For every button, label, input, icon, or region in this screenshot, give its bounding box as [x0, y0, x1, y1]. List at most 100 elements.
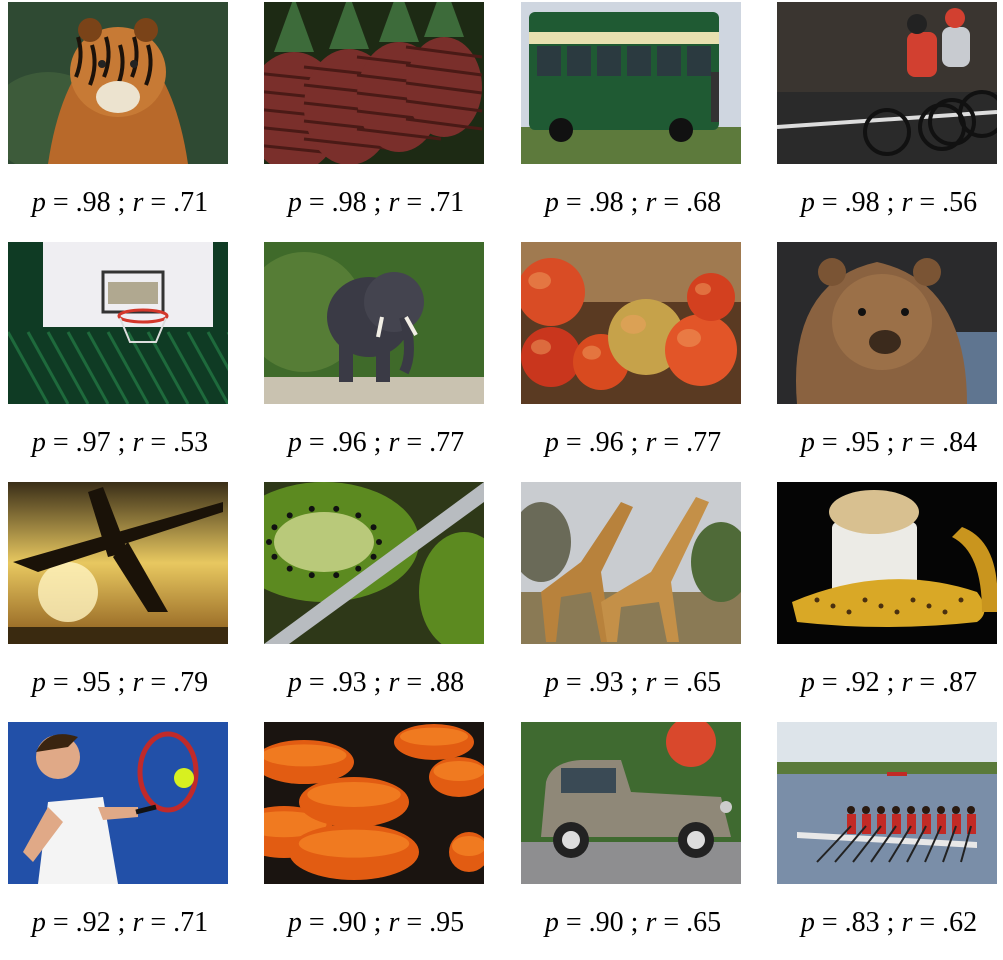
recall-value: .65	[686, 907, 722, 938]
score-caption: p = .93 ; r = .88	[287, 667, 465, 698]
thumbnail-image	[521, 2, 741, 164]
thumbnail-image	[777, 242, 997, 404]
recall-value: .71	[173, 187, 209, 218]
recall-symbol: r	[901, 907, 913, 938]
thumbnail-image	[8, 242, 228, 404]
recall-symbol: r	[901, 187, 913, 218]
recall-value: .65	[686, 667, 722, 698]
thumbnail-image	[777, 722, 997, 884]
recall-symbol: r	[132, 427, 144, 458]
precision-value: .90	[588, 907, 624, 938]
thumbnail-image	[521, 242, 741, 404]
thumbnail-image	[521, 482, 741, 644]
recall-value: .77	[429, 427, 465, 458]
recall-symbol: r	[132, 187, 144, 218]
result-cell: p = .98 ; r = .71	[0, 0, 240, 240]
result-cell: p = .97 ; r = .53	[0, 240, 240, 480]
score-caption: p = .92 ; r = .87	[800, 667, 978, 698]
result-cell: p = .98 ; r = .71	[256, 0, 496, 240]
score-caption: p = .95 ; r = .84	[800, 427, 978, 458]
score-caption: p = .83 ; r = .62	[800, 907, 978, 938]
precision-symbol: p	[544, 667, 559, 698]
thumbnail-image	[777, 482, 997, 644]
thumbnail-image	[8, 2, 228, 164]
precision-value: .96	[588, 427, 624, 458]
precision-symbol: p	[287, 427, 302, 458]
recall-symbol: r	[901, 667, 913, 698]
recall-symbol: r	[388, 187, 400, 218]
precision-value: .93	[588, 667, 624, 698]
recall-value: .68	[686, 187, 722, 218]
recall-value: .95	[429, 907, 465, 938]
recall-value: .56	[942, 187, 978, 218]
precision-value: .95	[75, 667, 111, 698]
precision-value: .98	[331, 187, 367, 218]
recall-symbol: r	[645, 907, 657, 938]
recall-value: .87	[942, 667, 978, 698]
precision-symbol: p	[800, 187, 815, 218]
result-cell: p = .90 ; r = .95	[256, 720, 496, 960]
thumbnail-image	[264, 722, 484, 884]
precision-symbol: p	[31, 427, 46, 458]
score-caption: p = .98 ; r = .71	[287, 187, 465, 218]
score-caption: p = .92 ; r = .71	[31, 907, 209, 938]
precision-symbol: p	[800, 907, 815, 938]
precision-symbol: p	[31, 907, 46, 938]
precision-symbol: p	[31, 187, 46, 218]
score-caption: p = .97 ; r = .53	[31, 427, 209, 458]
recall-value: .79	[173, 667, 209, 698]
result-cell: p = .95 ; r = .84	[769, 240, 1003, 480]
result-cell: p = .95 ; r = .79	[0, 480, 240, 720]
precision-symbol: p	[544, 907, 559, 938]
result-cell: p = .92 ; r = .87	[769, 480, 1003, 720]
recall-symbol: r	[132, 907, 144, 938]
recall-symbol: r	[645, 427, 657, 458]
score-caption: p = .96 ; r = .77	[287, 427, 465, 458]
thumbnail-image	[8, 482, 228, 644]
precision-value: .92	[844, 667, 880, 698]
precision-symbol: p	[800, 427, 815, 458]
recall-value: .53	[173, 427, 209, 458]
recall-value: .71	[429, 187, 465, 218]
recall-symbol: r	[901, 427, 913, 458]
thumbnail-image	[521, 722, 741, 884]
precision-value: .90	[331, 907, 367, 938]
precision-value: .97	[75, 427, 111, 458]
recall-symbol: r	[645, 187, 657, 218]
recall-value: .84	[942, 427, 978, 458]
recall-value: .62	[942, 907, 978, 938]
recall-symbol: r	[388, 427, 400, 458]
score-caption: p = .98 ; r = .71	[31, 187, 209, 218]
precision-symbol: p	[287, 907, 302, 938]
precision-value: .95	[844, 427, 880, 458]
thumbnail-image	[8, 722, 228, 884]
thumbnail-image	[264, 2, 484, 164]
precision-value: .98	[844, 187, 880, 218]
score-caption: p = .96 ; r = .77	[544, 427, 722, 458]
score-caption: p = .98 ; r = .56	[800, 187, 978, 218]
recall-symbol: r	[645, 667, 657, 698]
precision-value: .92	[75, 907, 111, 938]
recall-value: .88	[429, 667, 465, 698]
score-caption: p = .90 ; r = .95	[287, 907, 465, 938]
thumbnail-image	[777, 2, 997, 164]
score-caption: p = .90 ; r = .65	[544, 907, 722, 938]
precision-value: .98	[588, 187, 624, 218]
result-cell: p = .83 ; r = .62	[769, 720, 1003, 960]
precision-value: .98	[75, 187, 111, 218]
precision-symbol: p	[800, 667, 815, 698]
recall-value: .77	[686, 427, 722, 458]
result-cell: p = .90 ; r = .65	[513, 720, 753, 960]
score-caption: p = .98 ; r = .68	[544, 187, 722, 218]
precision-value: .93	[331, 667, 367, 698]
precision-symbol: p	[287, 187, 302, 218]
result-cell: p = .98 ; r = .68	[513, 0, 753, 240]
result-cell: p = .92 ; r = .71	[0, 720, 240, 960]
score-caption: p = .93 ; r = .65	[544, 667, 722, 698]
score-caption: p = .95 ; r = .79	[31, 667, 209, 698]
result-cell: p = .96 ; r = .77	[513, 240, 753, 480]
precision-symbol: p	[544, 187, 559, 218]
precision-symbol: p	[544, 427, 559, 458]
recall-symbol: r	[132, 667, 144, 698]
